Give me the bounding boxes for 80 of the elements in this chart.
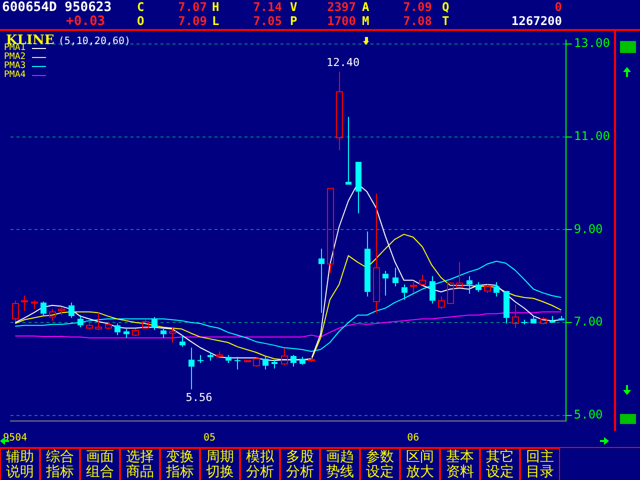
candlestick [550, 316, 556, 323]
chart-subtitle: (5,10,20,60) [58, 36, 131, 47]
text: O 7.09 [137, 14, 207, 28]
text: 回主目录 [520, 448, 560, 480]
candlestick [382, 270, 388, 296]
candlestick [300, 356, 306, 366]
text: 区间放大 [400, 448, 440, 480]
candlestick [234, 356, 241, 370]
text: 辅助说明 [0, 448, 40, 480]
candlestick [226, 354, 232, 364]
candlestick [281, 348, 288, 366]
legend-label: PMA4 [4, 70, 26, 80]
x-tick-label: 06 [407, 432, 420, 444]
text: 周期切换 [200, 448, 240, 480]
text: 基本资料 [440, 448, 480, 480]
candlestick [160, 328, 166, 338]
candlestick [419, 274, 426, 286]
text: V 2397 [290, 0, 356, 14]
candlestick [402, 284, 408, 300]
candlestick [169, 326, 176, 344]
candlestick [68, 302, 74, 318]
x-tick-label: 05 [203, 432, 216, 444]
candlestick [476, 282, 482, 292]
candlestick [21, 295, 28, 312]
text: 综合指标 [40, 448, 80, 480]
text: 模拟分析 [240, 448, 280, 480]
y-tick-label: 13.00 [574, 36, 610, 50]
candlestick [466, 276, 472, 294]
text: 600654D 950623 [2, 0, 112, 15]
candlestick [346, 116, 352, 185]
candlestick [364, 231, 370, 298]
candlestick [530, 316, 536, 324]
candlestick [95, 312, 102, 330]
annotation: 5.56 [186, 390, 212, 404]
candlestick [272, 359, 278, 370]
candlestick [114, 322, 120, 336]
candlestick [504, 290, 510, 324]
candlestick [152, 316, 158, 330]
text: T 1267200 [442, 14, 562, 28]
text: 变换指标 [160, 448, 200, 480]
candlestick [78, 314, 84, 328]
candlestick [290, 354, 296, 368]
text: 选择商品 [120, 448, 160, 480]
text: 其它设定 [480, 448, 520, 480]
candlestick [40, 301, 46, 317]
candlestick [318, 248, 324, 314]
text: A 7.09 [362, 0, 432, 14]
text: 多股分析 [280, 448, 320, 480]
candlestick [180, 334, 186, 348]
candlestick [336, 71, 343, 151]
candlestick [356, 162, 362, 214]
candlestick [392, 267, 398, 287]
candlestick [124, 328, 130, 338]
candlestick [456, 262, 463, 288]
text: Q 0 [442, 0, 562, 14]
y-tick-label: 11.00 [574, 128, 610, 143]
legend-label: PMA2 [4, 52, 26, 62]
annotation: 12.40 [326, 56, 360, 70]
x-tick-label: 9504 [3, 432, 28, 444]
text: C 7.07 [137, 0, 207, 14]
text: L 7.05 [212, 14, 282, 28]
candlestick [262, 356, 268, 370]
text: 画趋势线 [320, 448, 360, 480]
candlestick [327, 188, 334, 274]
candlestick [512, 304, 519, 329]
candlestick [494, 282, 500, 298]
candlestick [188, 347, 194, 390]
text: 画面组合 [80, 448, 120, 480]
text: M 7.08 [362, 14, 432, 28]
text: 参数设定 [360, 448, 400, 480]
legend-label: PMA3 [4, 61, 26, 71]
candlestick [410, 282, 417, 294]
y-tick-label: 9.00 [574, 222, 603, 236]
candlestick [373, 192, 380, 314]
y-tick-label: 7.00 [574, 314, 603, 329]
candlestick [430, 276, 436, 304]
y-tick-label: 5.00 [574, 408, 603, 422]
text: P 1700 [290, 14, 356, 28]
text: H 7.14 [212, 0, 282, 14]
text: +0.03 [66, 14, 106, 29]
